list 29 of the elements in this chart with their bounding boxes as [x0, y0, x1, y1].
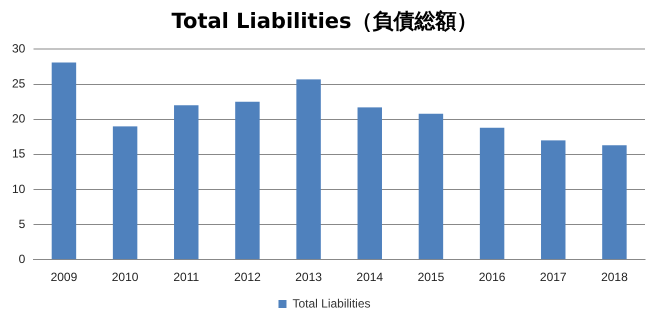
bar — [418, 114, 444, 260]
x-tick-label: 2010 — [112, 270, 139, 284]
bar — [296, 79, 321, 260]
bar — [480, 128, 504, 260]
legend-label: Total Liabilities — [292, 296, 371, 310]
y-tick-label: 20 — [12, 112, 26, 126]
x-tick-label: 2009 — [50, 270, 78, 284]
x-tick-label: 2014 — [356, 270, 384, 284]
x-tick-label: 2015 — [418, 270, 445, 284]
y-tick-label: 15 — [12, 146, 26, 161]
bar — [602, 145, 627, 260]
y-tick-label: 5 — [18, 216, 26, 231]
y-tick-label: 25 — [12, 76, 26, 91]
y-tick-label: 30 — [12, 42, 26, 56]
x-tick-label: 2017 — [540, 270, 567, 284]
bar — [541, 140, 566, 260]
x-tick-label: 2013 — [295, 270, 322, 284]
x-tick-label: 2011 — [173, 270, 200, 284]
bar — [174, 105, 198, 260]
x-tick-label: 2018 — [601, 270, 628, 284]
bar — [235, 102, 260, 260]
x-tick-label: 2016 — [478, 270, 506, 284]
bar — [112, 126, 138, 260]
bar — [358, 107, 382, 260]
y-tick-label: 10 — [12, 182, 26, 196]
y-tick-label: 0 — [18, 252, 26, 266]
bar — [52, 62, 76, 260]
chart-title: Total Liabilities（負債総額） — [171, 9, 478, 34]
x-tick-label: 2012 — [234, 270, 262, 284]
